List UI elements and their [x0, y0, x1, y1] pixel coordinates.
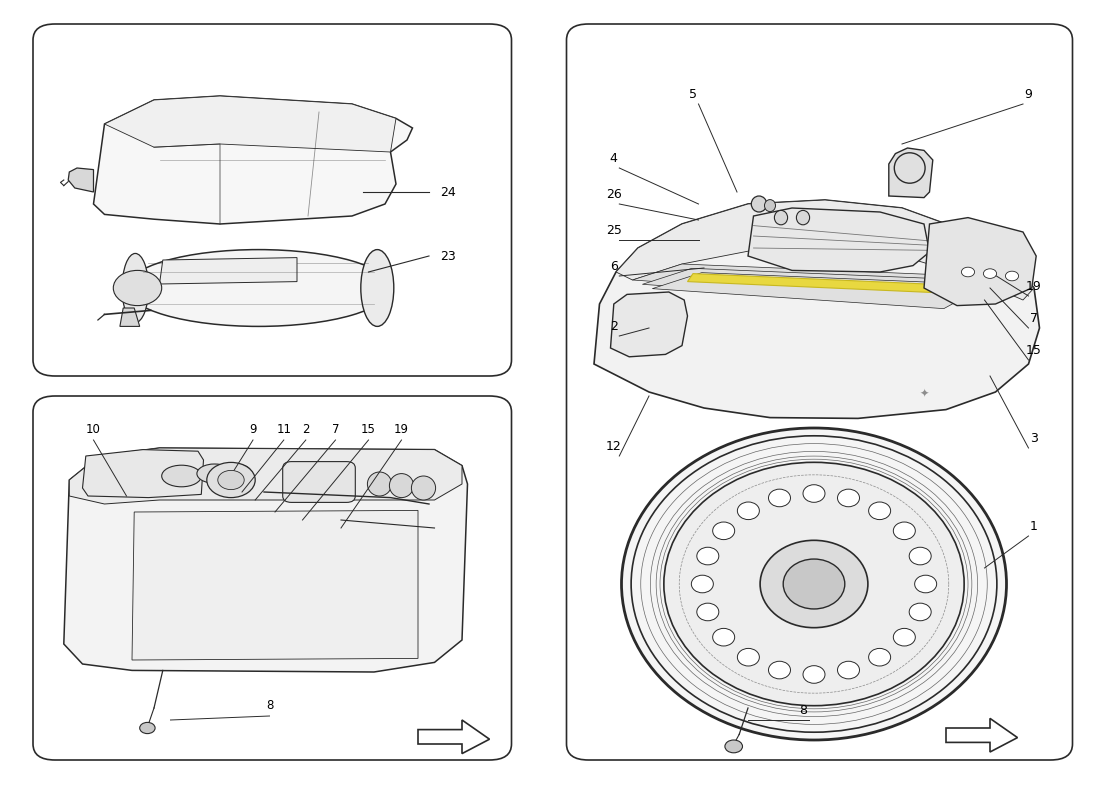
Text: 19: 19 [1026, 280, 1042, 293]
Polygon shape [632, 264, 968, 300]
Ellipse shape [764, 200, 776, 212]
Polygon shape [68, 168, 94, 192]
Text: edoSpecs: edoSpecs [660, 418, 924, 574]
Text: 2: 2 [302, 423, 309, 436]
Circle shape [207, 462, 255, 498]
Polygon shape [652, 273, 988, 309]
Text: 15: 15 [361, 423, 376, 436]
Polygon shape [610, 292, 688, 357]
Polygon shape [418, 720, 490, 754]
Ellipse shape [760, 540, 868, 628]
Ellipse shape [869, 648, 891, 666]
Ellipse shape [803, 485, 825, 502]
FancyBboxPatch shape [566, 24, 1072, 760]
Text: 8: 8 [266, 699, 273, 712]
Circle shape [113, 270, 162, 306]
Circle shape [1005, 271, 1019, 281]
Circle shape [725, 740, 742, 753]
Text: 23: 23 [440, 250, 455, 262]
Text: ✦: ✦ [920, 389, 928, 399]
Text: a passion for part schematics: a passion for part schematics [134, 526, 350, 626]
Polygon shape [748, 208, 929, 272]
Ellipse shape [769, 662, 791, 679]
Ellipse shape [893, 522, 915, 540]
Ellipse shape [783, 559, 845, 609]
Ellipse shape [664, 462, 964, 706]
Ellipse shape [915, 575, 937, 593]
Text: 9: 9 [250, 423, 256, 436]
Circle shape [218, 470, 244, 490]
Text: 12: 12 [606, 440, 621, 453]
Ellipse shape [769, 489, 791, 506]
Text: 10: 10 [86, 423, 101, 436]
Text: 3: 3 [1030, 432, 1038, 445]
Polygon shape [642, 268, 978, 304]
Polygon shape [616, 200, 1034, 300]
Ellipse shape [411, 476, 436, 500]
FancyBboxPatch shape [283, 462, 355, 502]
Ellipse shape [361, 250, 394, 326]
Text: edoSpecs: edoSpecs [143, 418, 407, 574]
Text: 19: 19 [394, 423, 409, 436]
Ellipse shape [893, 628, 915, 646]
Text: 9: 9 [1024, 88, 1033, 101]
Ellipse shape [837, 489, 859, 506]
Ellipse shape [837, 662, 859, 679]
Polygon shape [160, 258, 297, 284]
Polygon shape [946, 718, 1018, 752]
Polygon shape [69, 448, 462, 504]
Polygon shape [82, 450, 204, 498]
Ellipse shape [162, 465, 201, 486]
Ellipse shape [910, 603, 932, 621]
Text: 8: 8 [799, 704, 807, 717]
Ellipse shape [222, 464, 251, 480]
Text: 11: 11 [276, 423, 292, 436]
Ellipse shape [126, 250, 390, 326]
FancyBboxPatch shape [33, 396, 512, 760]
Text: 4: 4 [609, 152, 618, 165]
FancyBboxPatch shape [33, 24, 512, 376]
Ellipse shape [122, 254, 149, 322]
Text: a passion for part schematics: a passion for part schematics [662, 526, 878, 626]
Polygon shape [64, 448, 468, 672]
Ellipse shape [910, 547, 932, 565]
Ellipse shape [803, 666, 825, 683]
Ellipse shape [713, 628, 735, 646]
Text: 24: 24 [440, 186, 455, 198]
Polygon shape [594, 200, 1040, 418]
Ellipse shape [696, 603, 718, 621]
Text: 7: 7 [1030, 312, 1038, 325]
Ellipse shape [869, 502, 891, 520]
Polygon shape [94, 96, 412, 224]
Polygon shape [132, 510, 418, 660]
Text: 6: 6 [609, 260, 618, 273]
Ellipse shape [737, 648, 759, 666]
Ellipse shape [621, 428, 1006, 740]
Ellipse shape [774, 210, 788, 225]
Polygon shape [120, 308, 140, 326]
Text: 2: 2 [609, 320, 618, 333]
Ellipse shape [389, 474, 414, 498]
Ellipse shape [367, 472, 392, 496]
Ellipse shape [737, 502, 759, 520]
Ellipse shape [197, 464, 232, 483]
Circle shape [983, 269, 997, 278]
Text: 7: 7 [332, 423, 339, 436]
Ellipse shape [713, 522, 735, 540]
Polygon shape [924, 218, 1036, 306]
Ellipse shape [696, 547, 718, 565]
Ellipse shape [751, 196, 767, 212]
Ellipse shape [691, 575, 713, 593]
Text: 25: 25 [606, 224, 621, 237]
Circle shape [961, 267, 975, 277]
Text: 15: 15 [1026, 344, 1042, 357]
Text: 5: 5 [689, 88, 697, 101]
Polygon shape [104, 96, 396, 152]
Polygon shape [889, 148, 933, 198]
Circle shape [140, 722, 155, 734]
Ellipse shape [796, 210, 810, 225]
Polygon shape [688, 274, 962, 294]
Text: 1: 1 [1030, 520, 1038, 533]
Text: 26: 26 [606, 188, 621, 201]
